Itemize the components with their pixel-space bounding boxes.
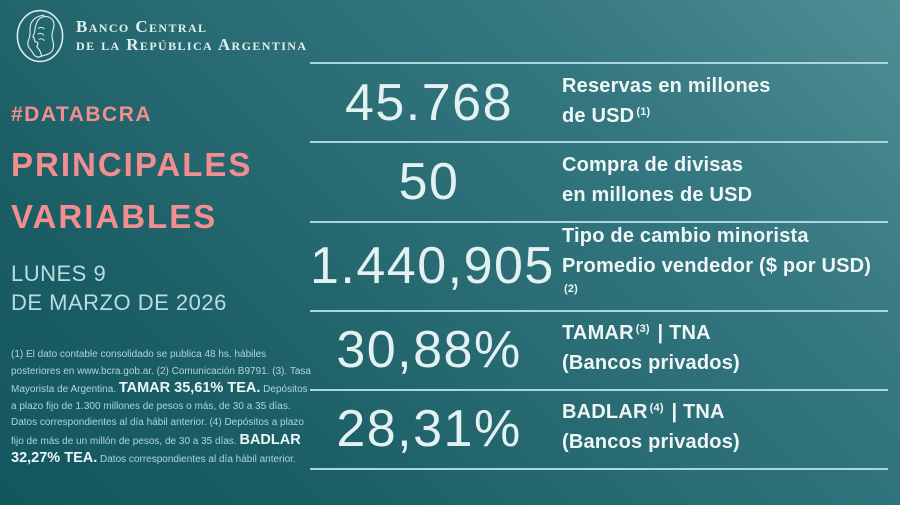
indicator-value: 1.440,905 [310,237,555,295]
footnote-ref: (1) [636,105,651,118]
footnote-ref: (4) [649,402,664,415]
indicator-value: 28,31% [336,400,522,459]
indicator-value: 30,88% [336,321,522,380]
page-title: PRINCIPALES VARIABLES [11,139,311,243]
footnote-part2: Depósitos a plazo fijo de 1.300 millones… [11,384,308,447]
bank-name-line1: Banco Central [76,17,208,36]
indicator-value: 45.768 [344,73,514,132]
hashtag-label: #DATABCRA [11,103,153,126]
brand-header: Banco Central de la República Argentina [15,8,307,64]
bcra-logo-icon [15,8,65,64]
indicator-row-tamar: 30,88% TAMAR (3) | TNA (Bancos privados) [310,309,888,389]
footnote-badlar-bold: BADLAR 32,27% TEA. [11,431,301,467]
bank-name-line2: de la República Argentina [76,35,308,54]
indicator-label: Compra de divisas en millones de USD [562,153,753,206]
footnotes-text: (1) El dato contable consolidado se publ… [11,347,313,469]
sidebar: #DATABCRA PRINCIPALES VARIABLES LUNES 9 … [11,103,311,479]
date-line1: LUNES 9 [11,261,107,286]
indicator-row-compra-divisas: 50 Compra de divisas en millones de USD [310,141,888,220]
indicator-label: BADLAR (4) | TNA (Bancos privados) [562,401,740,454]
indicator-label: Tipo de cambio minorista Promedio vended… [562,224,872,295]
indicator-label: Reservas en millones de USD (1) [562,74,771,127]
page-title-line2: VARIABLES [11,198,218,235]
footnote-part3: Datos correspondientes al día hábil ante… [97,454,296,465]
bank-name: Banco Central de la República Argentina [76,18,307,54]
footnote-ref: (3) [635,323,650,336]
footnote-ref: (2) [564,282,579,295]
indicator-row-reservas: 45.768 Reservas en millones de USD (1) [310,62,888,141]
indicator-row-badlar: 28,31% BADLAR (4) | TNA (Bancos privados) [310,388,888,468]
date-line2: DE MARZO DE 2026 [11,290,227,315]
date-label: LUNES 9 DE MARZO DE 2026 [11,259,311,317]
footnote-tamar-bold: TAMAR 35,61% TEA. [118,380,261,396]
indicators-list: 45.768 Reservas en millones de USD (1) 50… [310,62,888,470]
footnote-part1: (1) El dato contable consolidado se publ… [11,349,311,395]
indicator-label: TAMAR (3) | TNA (Bancos privados) [562,322,740,375]
indicator-value: 50 [398,152,460,211]
page-title-line1: PRINCIPALES [11,146,253,183]
indicator-row-tipo-cambio: 1.440,905 Tipo de cambio minorista Prome… [310,220,888,310]
